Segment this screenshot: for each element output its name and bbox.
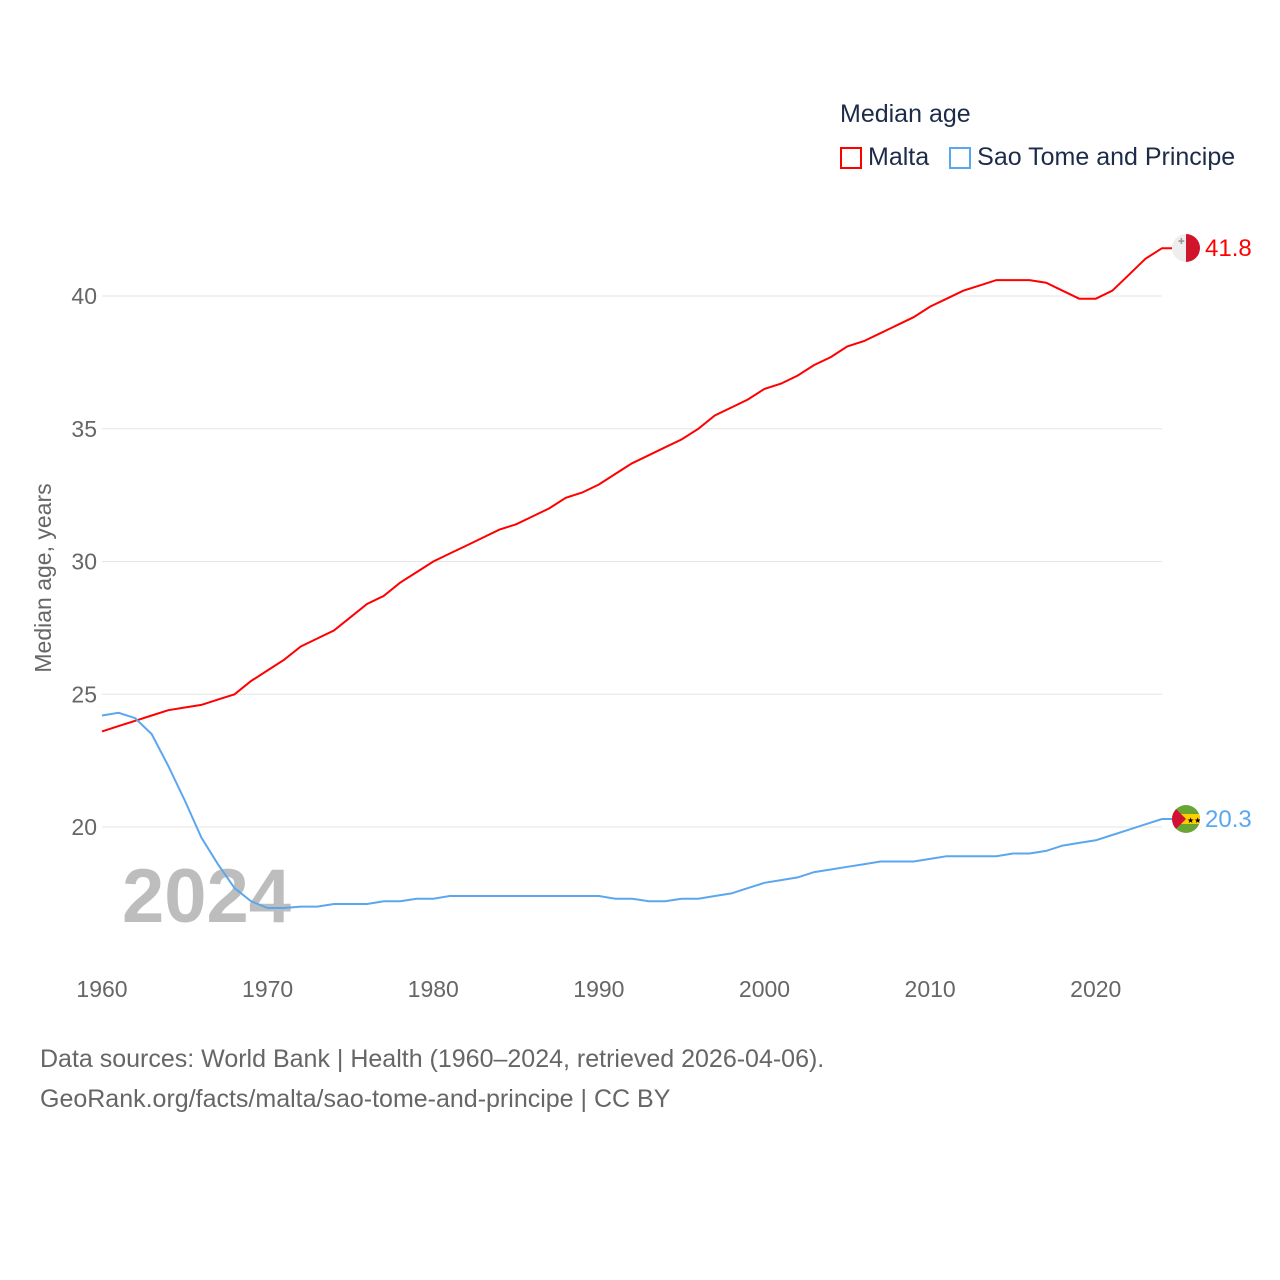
end-value-label: 20.3: [1205, 806, 1252, 833]
y-tick-label: 35: [71, 416, 97, 442]
x-tick-label: 1960: [76, 976, 127, 1002]
year-watermark: 2024: [122, 854, 291, 939]
end-value-label: 41.8: [1205, 235, 1252, 262]
legend-title: Median age: [840, 100, 971, 128]
x-tick-label: 1990: [573, 976, 624, 1002]
y-axis-label: Median age, years: [30, 483, 56, 672]
data-source-text: Data sources: World Bank | Health (1960–…: [40, 1045, 825, 1073]
y-tick-label: 20: [71, 814, 97, 840]
gridlines: [102, 295, 1162, 828]
series-line-malta: [101, 247, 1172, 733]
legend-item-malta[interactable]: Malta: [840, 143, 929, 172]
x-tick-label: 2000: [739, 976, 790, 1002]
legend-label: Malta: [868, 143, 930, 171]
svg-text:★★: ★★: [1187, 816, 1201, 825]
legend-swatch: [840, 146, 862, 169]
x-tick-label: 2020: [1070, 976, 1121, 1002]
legend-item-sao-tome[interactable]: Sao Tome and Principe: [949, 143, 1235, 172]
sao-tome-flag-icon: ★★: [1172, 805, 1201, 833]
series-line-sao-tome: [101, 711, 1172, 909]
malta-flag-icon: ✚: [1172, 234, 1200, 262]
y-tick-label: 40: [71, 283, 97, 309]
legend-label: Sao Tome and Principe: [977, 143, 1236, 171]
y-tick-label: 30: [71, 549, 97, 575]
legend: Malta Sao Tome and Principe: [840, 143, 1235, 172]
x-tick-label: 1980: [408, 976, 459, 1002]
x-tick-label: 1970: [242, 976, 293, 1002]
x-tick-label: 2010: [905, 976, 956, 1002]
legend-swatch: [949, 146, 972, 169]
svg-text:✚: ✚: [1178, 237, 1185, 246]
y-tick-label: 25: [71, 681, 97, 707]
source-link[interactable]: GeoRank.org/facts/malta/sao-tome-and-pri…: [40, 1085, 671, 1113]
